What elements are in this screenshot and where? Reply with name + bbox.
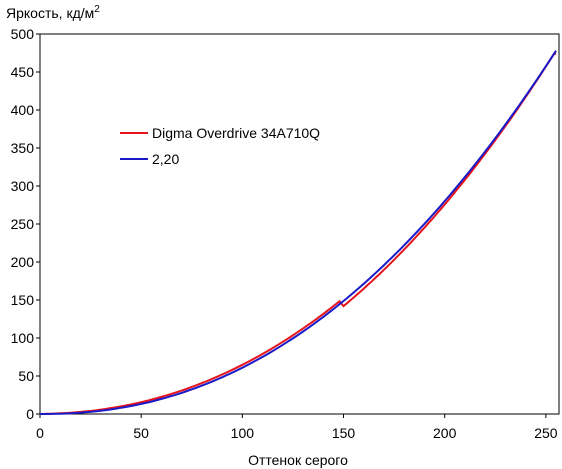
plot-border (39, 33, 560, 415)
x-tick-label: 100 (231, 425, 255, 441)
x-axis-title: Оттенок серого (248, 452, 348, 468)
series-line-digma (39, 52, 557, 415)
y-tick-label: 50 (18, 368, 34, 384)
y-tick-label: 0 (26, 406, 34, 422)
x-tick-label: 250 (534, 425, 558, 441)
y-tick-label: 200 (11, 254, 35, 270)
y-tick-label: 450 (11, 64, 35, 80)
y-tick-label: 400 (11, 102, 35, 118)
y-tick-label: 350 (11, 140, 35, 156)
y-axis-title: Яркость, кд/м2 (6, 4, 100, 21)
y-tick-label: 250 (11, 216, 35, 232)
y-tick-label: 500 (11, 26, 35, 42)
series-line-gamma (40, 50, 557, 415)
y-tick-label: 150 (11, 292, 35, 308)
legend-label-gamma: 2,20 (152, 151, 179, 167)
x-tick-label: 50 (133, 425, 149, 441)
series-lines (39, 50, 557, 415)
y-tick-label: 100 (11, 330, 35, 346)
x-tick-label: 0 (36, 425, 44, 441)
x-tick-label: 150 (332, 425, 356, 441)
x-tick-label: 200 (433, 425, 457, 441)
x-axis: 0 50 100 150 200 250 (36, 414, 558, 441)
legend: Digma Overdrive 34A710Q 2,20 (120, 125, 320, 167)
plot-area (39, 33, 560, 415)
y-axis: 0 50 100 150 200 250 300 350 400 450 500 (11, 26, 40, 422)
legend-label-digma: Digma Overdrive 34A710Q (152, 125, 320, 141)
y-tick-label: 300 (11, 178, 35, 194)
